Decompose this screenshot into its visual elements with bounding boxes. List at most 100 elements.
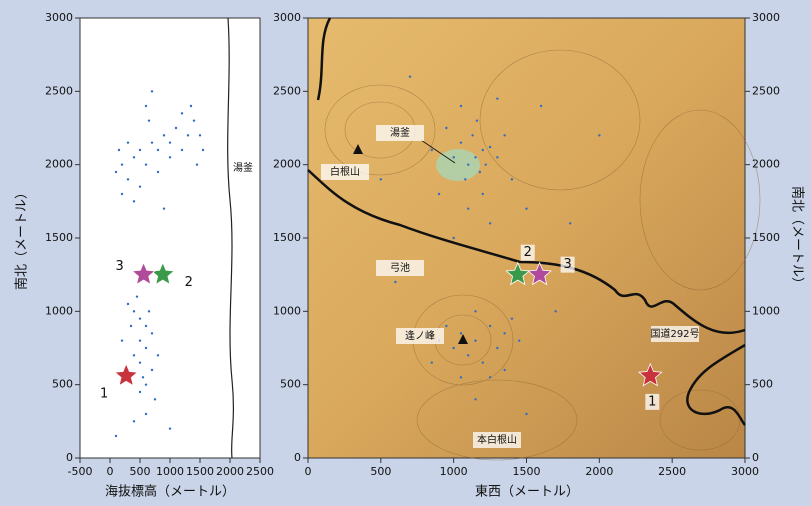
hypocenter (471, 134, 473, 136)
hypocenter (569, 222, 571, 224)
hypocenter (503, 369, 505, 371)
y-tick-label: 0 (294, 451, 301, 464)
hypocenter (380, 178, 382, 180)
hypocenter (181, 112, 183, 114)
x-tick-label: 1500 (186, 465, 214, 478)
y-tick-label: 1000 (752, 304, 780, 317)
hypocenter (496, 156, 498, 158)
hypocenter (431, 361, 433, 363)
hypocenter (190, 105, 192, 107)
hypocenter (193, 119, 195, 121)
y-tick-label: 0 (66, 451, 73, 464)
hypocenter (151, 141, 153, 143)
hypocenter (139, 391, 141, 393)
hypocenter (115, 171, 117, 173)
y-tick-label: 3000 (273, 11, 301, 24)
hypocenter (394, 281, 396, 283)
hypocenter (474, 339, 476, 341)
hypocenter (169, 141, 171, 143)
star-label: 2 (524, 245, 532, 260)
hypocenter (489, 325, 491, 327)
annotation: 湯釜 (233, 161, 253, 174)
y-tick-label: 1500 (45, 231, 73, 244)
hypocenter (148, 119, 150, 121)
hypocenter (127, 178, 129, 180)
hypocenter (452, 347, 454, 349)
crater-lake (436, 149, 480, 181)
y-tick-label: 3000 (45, 11, 73, 24)
hypocenter (445, 325, 447, 327)
hypocenter (139, 361, 141, 363)
hypocenter (482, 361, 484, 363)
star-label: 3 (115, 259, 123, 274)
y-tick-label: 2000 (752, 158, 780, 171)
hypocenter (525, 207, 527, 209)
x-tick-label: 2000 (216, 465, 244, 478)
hypocenter (157, 171, 159, 173)
hypocenter (489, 222, 491, 224)
hypocenter (460, 141, 462, 143)
hypocenter (127, 141, 129, 143)
hypocenter (479, 171, 481, 173)
y-tick-label: 2500 (45, 84, 73, 97)
x-axis-label: 東西（メートル） (475, 484, 579, 500)
x-tick-label: 1000 (440, 465, 468, 478)
hypocenter (460, 105, 462, 107)
hypocenter (136, 295, 138, 297)
hypocenter (474, 310, 476, 312)
hypocenter (151, 90, 153, 92)
hypocenter (163, 207, 165, 209)
x-tick-label: 0 (107, 465, 114, 478)
star-label: 1 (648, 394, 656, 409)
map-area (308, 18, 745, 458)
hypocenter (199, 134, 201, 136)
hypocenter (445, 127, 447, 129)
hypocenter (511, 178, 513, 180)
x-axis-label: 海抜標高（メートル） (105, 484, 235, 500)
hypocenter (452, 156, 454, 158)
x-tick-label: 500 (370, 465, 391, 478)
hypocenter (163, 134, 165, 136)
hypocenter (139, 339, 141, 341)
figure: -500050010001500200025000500100015002000… (0, 0, 811, 506)
y-tick-label: 500 (752, 378, 773, 391)
y-tick-label: 1500 (273, 231, 301, 244)
y-tick-label: 0 (752, 451, 759, 464)
annotation: 白根山 (330, 165, 360, 178)
hypocenter (511, 317, 513, 319)
hypocenter (482, 193, 484, 195)
hypocenter (554, 310, 556, 312)
hypocenter (139, 317, 141, 319)
hypocenter (130, 325, 132, 327)
y-axis-label: 南北（メートル） (14, 186, 30, 290)
y-tick-label: 500 (280, 378, 301, 391)
hypocenter (121, 193, 123, 195)
y-tick-label: 1000 (45, 304, 73, 317)
x-tick-label: 500 (130, 465, 151, 478)
hypocenter (474, 156, 476, 158)
hypocenter (438, 193, 440, 195)
hypocenter (489, 376, 491, 378)
hypocenter (115, 435, 117, 437)
hypocenter (496, 347, 498, 349)
hypocenter (133, 200, 135, 202)
y-tick-label: 1000 (273, 304, 301, 317)
x-tick-label: 0 (305, 465, 312, 478)
annotation: 湯釜 (390, 126, 410, 139)
hypocenter (496, 97, 498, 99)
hypocenter (525, 413, 527, 415)
hypocenter (121, 163, 123, 165)
hypocenter (157, 354, 159, 356)
hypocenter (598, 134, 600, 136)
hypocenter (476, 119, 478, 121)
hypocenter (145, 347, 147, 349)
hypocenter (503, 134, 505, 136)
x-tick-label: 2000 (585, 465, 613, 478)
hypocenter (460, 376, 462, 378)
hypocenter (196, 163, 198, 165)
star-label: 3 (563, 257, 571, 272)
hypocenter (169, 156, 171, 158)
hypocenter (148, 310, 150, 312)
y-tick-label: 1500 (752, 231, 780, 244)
y-tick-label: 3000 (752, 11, 780, 24)
